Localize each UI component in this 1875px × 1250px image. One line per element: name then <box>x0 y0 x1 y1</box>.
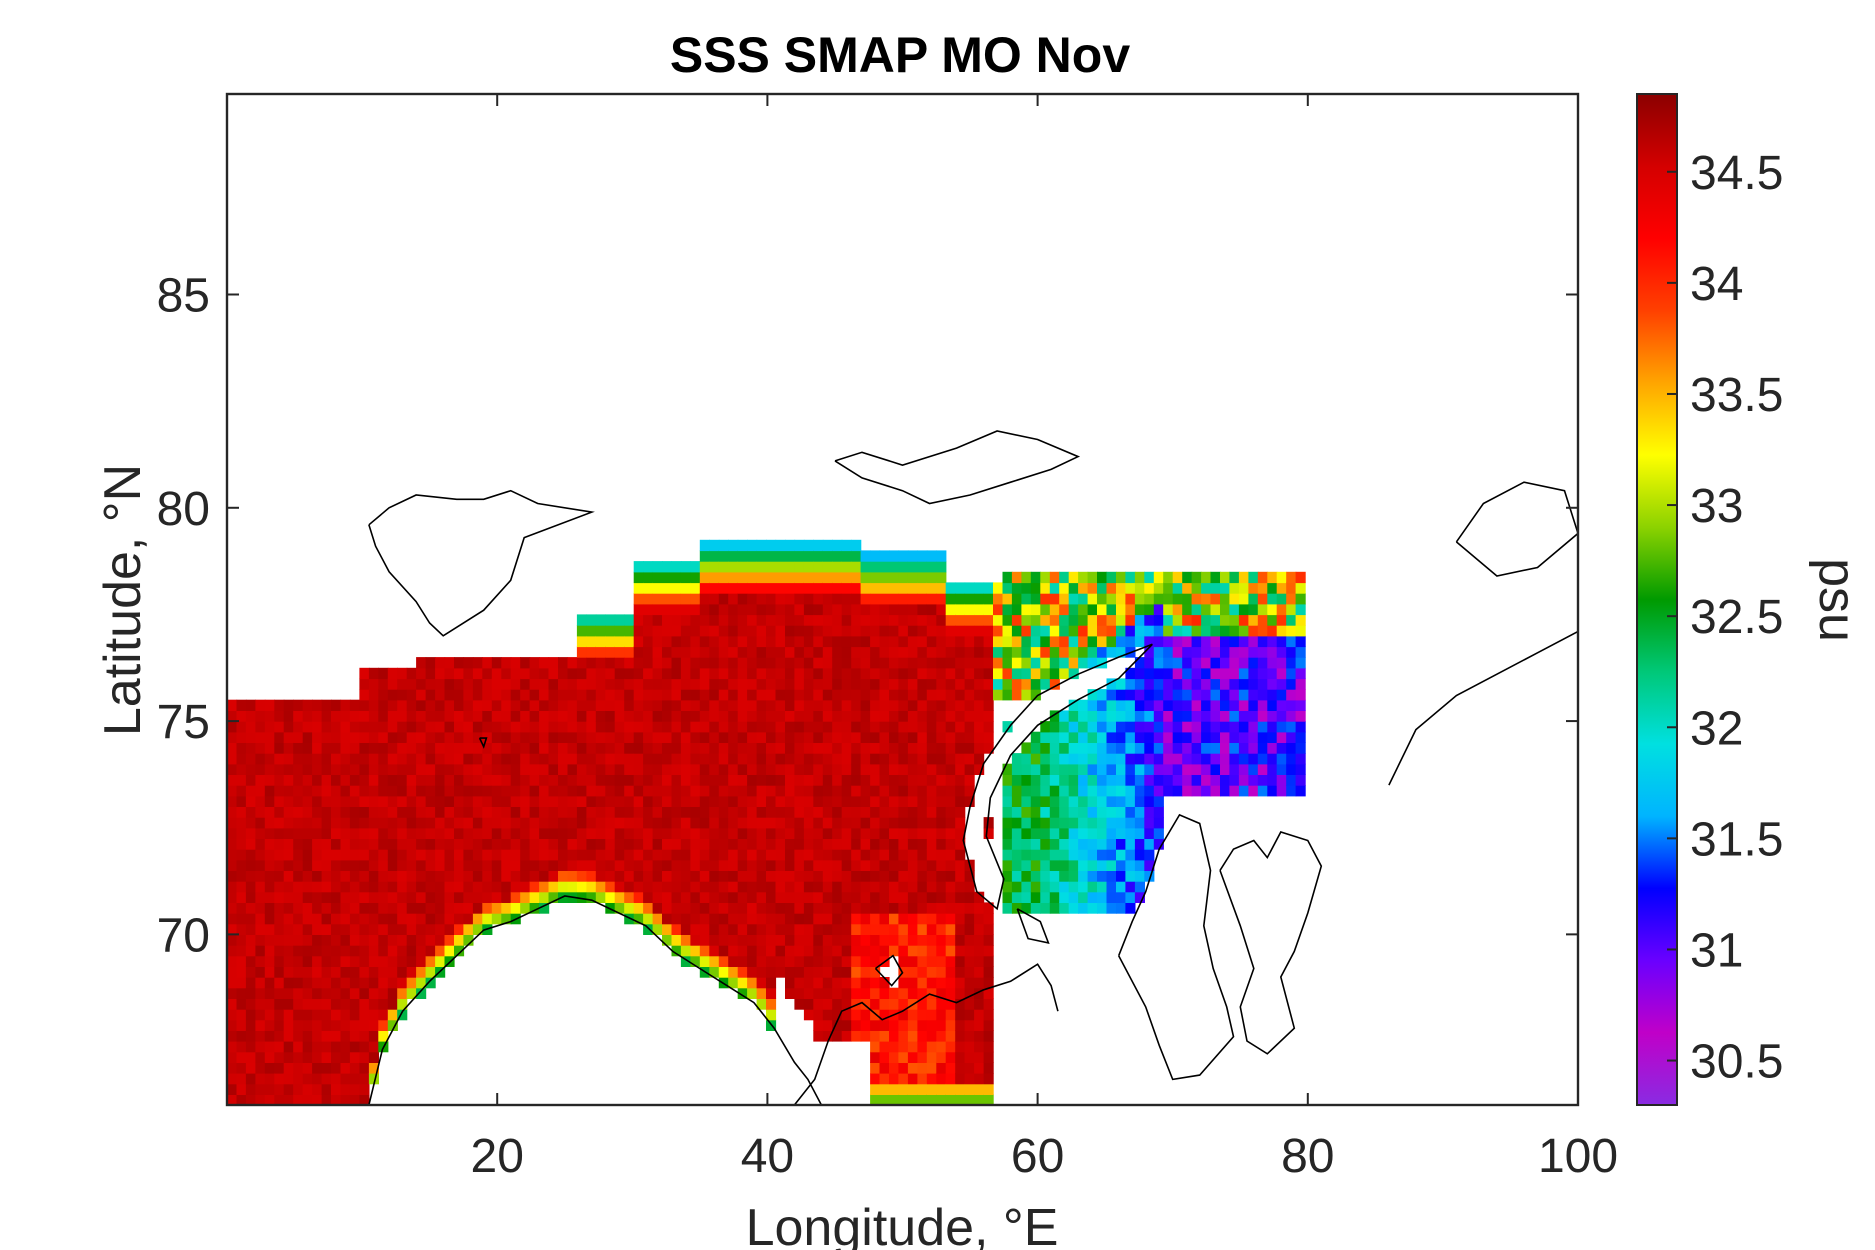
kolguev-island <box>874 954 904 987</box>
svalbard <box>368 489 595 637</box>
y-tick-label: 75 <box>157 696 210 749</box>
novaya-zemlya <box>962 643 1153 911</box>
x-axis-ticks: 20 40 60 80 100 <box>471 94 1618 1183</box>
colorbar-tick-label: 31.5 <box>1690 813 1783 866</box>
y-axis-label: Latitude, °N <box>94 464 152 736</box>
gydan-coast <box>1219 831 1323 1055</box>
colorbar-tick-label: 34.5 <box>1690 147 1783 200</box>
y-tick-label: 80 <box>157 483 210 536</box>
x-tick-label: 60 <box>1011 1130 1064 1183</box>
franz-josef-land <box>834 430 1081 505</box>
colorbar-tick-label: 33 <box>1690 480 1743 533</box>
salinity-heatmap <box>227 539 1306 1105</box>
chart-title: SSS SMAP MO Nov <box>670 27 1130 83</box>
severnaya-zemlya <box>1455 481 1578 577</box>
x-tick-label: 100 <box>1538 1130 1618 1183</box>
colorbar-tick-label: 32.5 <box>1690 591 1783 644</box>
colorbar <box>1636 93 1678 1106</box>
y-axis-ticks: 70 75 80 85 <box>157 269 1578 962</box>
coastlines <box>368 430 1578 1105</box>
colorbar-tick-label: 32 <box>1690 702 1743 755</box>
white-sea-coast <box>793 963 1059 1105</box>
colorbar-tick-label: 33.5 <box>1690 369 1783 422</box>
plot-frame <box>225 92 1580 1107</box>
x-tick-label: 40 <box>741 1130 794 1183</box>
x-axis-label: Longitude, °E <box>746 1199 1059 1250</box>
colorbar-ticks: 30.5 31 31.5 32 32.5 33 33.5 34 34.5 <box>1667 147 1783 1089</box>
yamal-coast <box>1117 813 1235 1081</box>
taymyr-coast <box>1388 630 1578 786</box>
x-tick-label: 80 <box>1281 1130 1334 1183</box>
colorbar-tick-label: 30.5 <box>1690 1036 1783 1089</box>
y-tick-label: 70 <box>157 909 210 962</box>
bear-island <box>478 737 488 749</box>
x-tick-label: 20 <box>471 1130 524 1183</box>
colorbar-tick-label: 34 <box>1690 258 1743 311</box>
vaygach-island <box>1016 908 1050 944</box>
colorbar-label: psu <box>1808 558 1866 642</box>
colorbar-tick-label: 31 <box>1690 924 1743 977</box>
scandinavia-coast <box>368 895 823 1105</box>
y-tick-label: 85 <box>157 269 210 322</box>
